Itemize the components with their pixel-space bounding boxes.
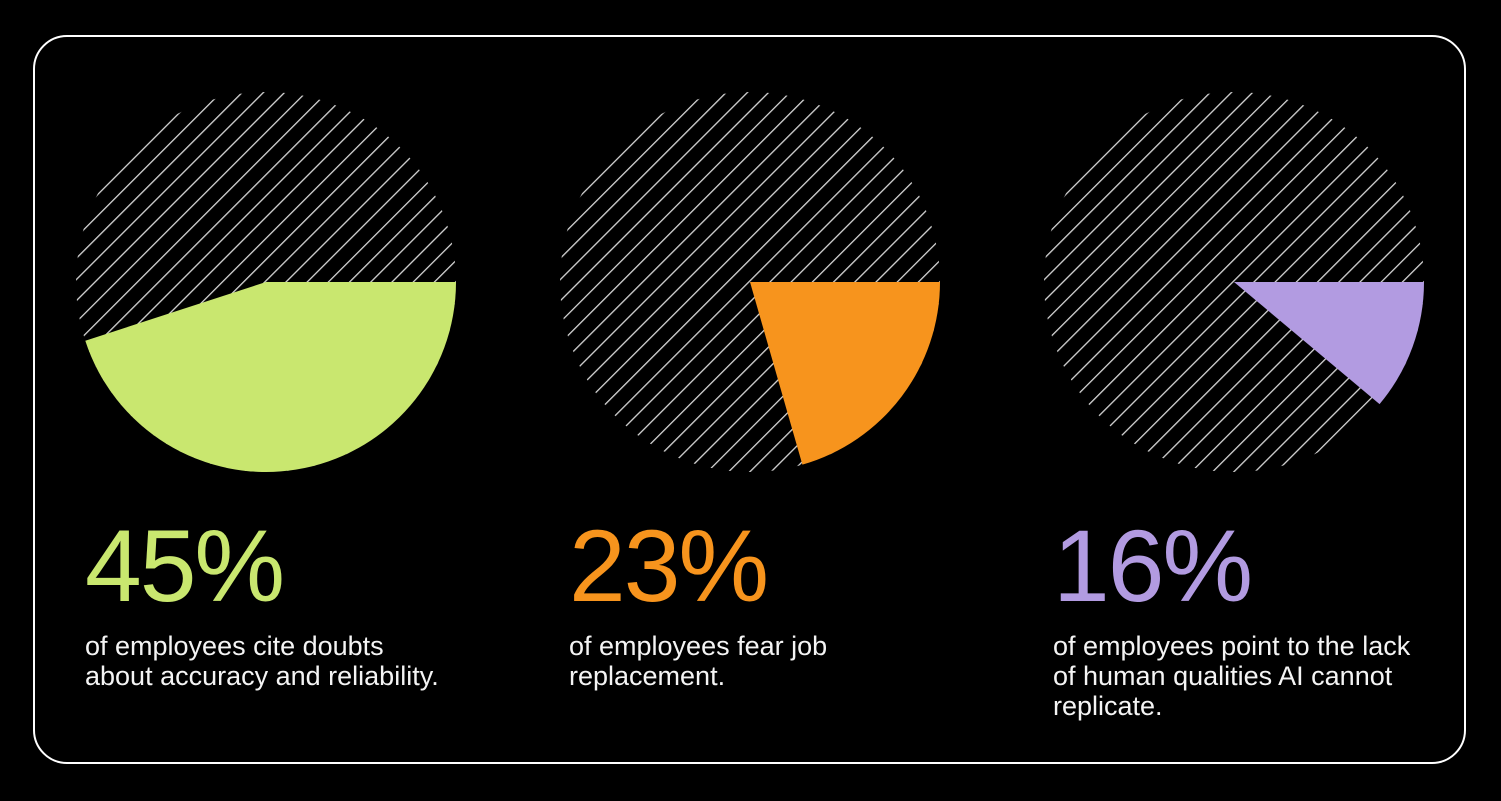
stat-description-line: of human qualities AI cannot: [1053, 661, 1393, 691]
pie-chart-23: [558, 90, 942, 474]
stat-card-accuracy: 45% of employees cite doubts about accur…: [74, 90, 458, 721]
stat-cards-row: 45% of employees cite doubts about accur…: [74, 90, 1426, 721]
pie-slice: [85, 282, 457, 473]
stat-card-job-replacement: 23% of employees fear job replacement.: [558, 90, 942, 721]
stat-description: of employees cite doubts about accuracy …: [74, 631, 458, 691]
pie-svg: [1044, 92, 1424, 472]
stat-value: 45%: [85, 509, 285, 623]
pie-slice: [750, 282, 940, 465]
stat-description-line: of employees cite doubts: [85, 631, 384, 661]
pie-chart-16: [1042, 90, 1426, 474]
stat-description: of employees fear job replacement.: [558, 631, 942, 691]
pie-chart-45: [74, 90, 458, 474]
pie-slice: [1234, 282, 1424, 405]
stat-description-line: of employees fear job: [569, 631, 828, 661]
stat-description-line: about accuracy and reliability.: [85, 661, 439, 691]
stat-description-line: replicate.: [1053, 691, 1163, 721]
stat-description: of employees point to the lack of human …: [1042, 631, 1426, 721]
pie-svg: [560, 92, 940, 472]
stat-value: 23%: [569, 509, 769, 623]
frame-border: [33, 35, 1466, 764]
stat-description-line: of employees point to the lack: [1053, 631, 1411, 661]
stat-value: 16%: [1053, 509, 1253, 623]
stat-description-line: replacement.: [569, 661, 726, 691]
pie-svg: [76, 92, 457, 473]
stat-card-human-qualities: 16% of employees point to the lack of hu…: [1042, 90, 1426, 721]
